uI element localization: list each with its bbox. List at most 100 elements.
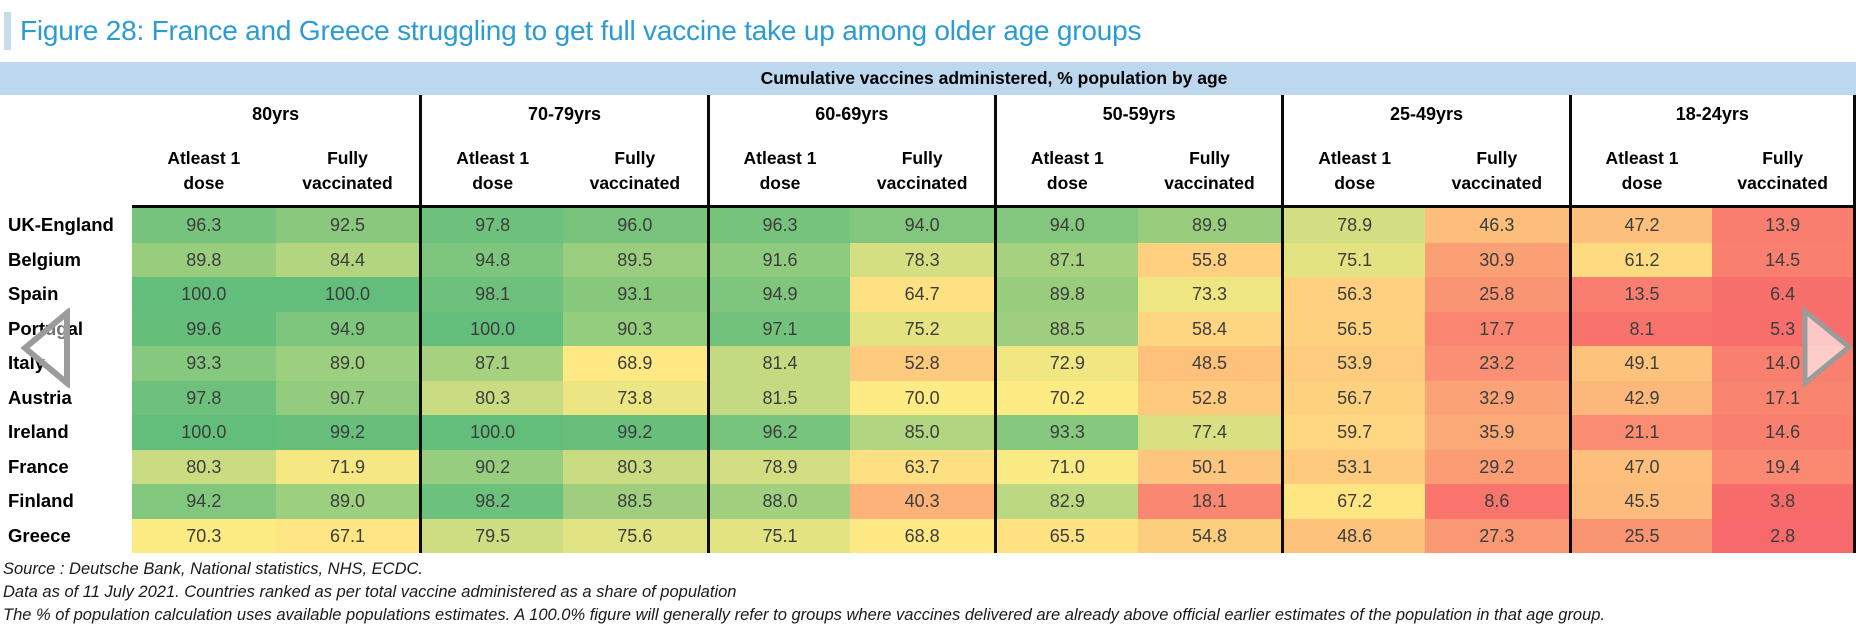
subheader-line: Atleast 1 <box>1030 148 1104 168</box>
subheader-line: Fully <box>1189 148 1230 168</box>
heatmap-cell: 79.5 <box>419 518 563 553</box>
heatmap-cell: 94.2 <box>132 484 276 519</box>
heatmap-cell: 89.8 <box>994 277 1138 312</box>
heatmap-cell: 21.1 <box>1568 415 1713 450</box>
figure-title-row: Figure 28: France and Greece struggling … <box>0 0 1856 62</box>
heatmap-cell: 96.2 <box>706 415 851 450</box>
subheader-fully-vaccinated: Fully vaccinated <box>275 129 420 208</box>
subheader-atleast-1-dose: Atleast 1 dose <box>419 129 563 208</box>
country-label: Belgium <box>0 242 132 277</box>
heatmap-cell: 54.8 <box>1137 518 1282 553</box>
heatmap-cell: 46.3 <box>1425 208 1569 243</box>
heatmap-cell: 71.0 <box>994 449 1138 484</box>
heatmap-cell: 75.2 <box>850 311 994 346</box>
heatmap-cell: 90.2 <box>419 449 563 484</box>
data-date-note: Data as of 11 July 2021. Countries ranke… <box>3 583 737 601</box>
heatmap-cell: 91.6 <box>706 242 851 277</box>
heatmap-cell: 87.1 <box>994 242 1138 277</box>
heatmap-cell: 67.2 <box>1281 484 1425 519</box>
heatmap-cell: 40.3 <box>850 484 994 519</box>
heatmap-cell: 68.8 <box>850 518 994 553</box>
age-group-header: 50-59yrs <box>994 95 1281 129</box>
heatmap-cell: 48.5 <box>1137 346 1282 381</box>
heatmap-cell: 94.0 <box>994 208 1138 243</box>
heatmap-cell: 49.1 <box>1568 346 1713 381</box>
heatmap-cell: 56.7 <box>1281 380 1425 415</box>
heatmap-cell: 85.0 <box>850 415 994 450</box>
heatmap-cell: 94.8 <box>419 242 563 277</box>
heatmap-cell: 13.9 <box>1712 208 1856 243</box>
heatmap-cell: 45.5 <box>1568 484 1713 519</box>
heatmap-cell: 68.9 <box>563 346 707 381</box>
heatmap-cell: 14.6 <box>1712 415 1856 450</box>
age-group-header: 80yrs <box>252 104 300 124</box>
subheader-line: dose <box>472 173 514 193</box>
subheader-line: dose <box>1334 173 1376 193</box>
methodology-note: The % of population calculation uses ava… <box>3 606 1606 624</box>
heatmap-cell: 81.5 <box>706 380 851 415</box>
heatmap-cell: 75.6 <box>563 518 707 553</box>
heatmap-cell: 96.3 <box>706 208 851 243</box>
heatmap-cell: 71.9 <box>275 449 420 484</box>
heatmap-cell: 8.1 <box>1568 311 1713 346</box>
heatmap-cell: 87.1 <box>419 346 563 381</box>
heatmap-cell: 75.1 <box>706 518 851 553</box>
subheader-corner <box>0 129 132 208</box>
heatmap-cell: 53.9 <box>1281 346 1425 381</box>
heatmap-cell: 80.3 <box>132 449 276 484</box>
subheader-line: vaccinated <box>1737 173 1828 193</box>
heatmap-cell: 65.5 <box>994 518 1138 553</box>
subheader-fully-vaccinated: Fully vaccinated <box>1712 129 1856 208</box>
heatmap-cell: 100.0 <box>132 415 276 450</box>
heatmap-cell: 42.9 <box>1568 380 1713 415</box>
heatmap-cell: 50.1 <box>1137 449 1282 484</box>
subheader-atleast-1-dose: Atleast 1 dose <box>994 129 1138 208</box>
country-label: France <box>0 449 132 484</box>
heatmap-cell: 100.0 <box>419 311 563 346</box>
subheader-line: vaccinated <box>589 173 681 193</box>
heatmap-cell: 93.1 <box>563 277 707 312</box>
subheader-fully-vaccinated: Fully vaccinated <box>850 129 994 208</box>
heatmap-cell: 92.5 <box>275 208 420 243</box>
heatmap-cell: 18.1 <box>1137 484 1282 519</box>
age-group-header: 60-69yrs <box>706 95 994 129</box>
heatmap-cell: 30.9 <box>1425 242 1569 277</box>
heatmap-cell: 78.9 <box>1281 208 1425 243</box>
heatmap-cell: 88.0 <box>706 484 851 519</box>
title-accent-bar <box>4 12 11 50</box>
heatmap-cell: 93.3 <box>132 346 276 381</box>
subheader-line: Atleast 1 <box>1318 148 1392 168</box>
heatmap-cell: 59.7 <box>1281 415 1425 450</box>
age-group-header: 25-49yrs <box>1281 95 1568 129</box>
subheader-fully-vaccinated: Fully vaccinated <box>563 129 707 208</box>
heatmap-cell: 99.2 <box>563 415 707 450</box>
subheader-atleast-1-dose: Atleast 1 dose <box>132 129 276 208</box>
subheader-line: vaccinated <box>302 173 393 193</box>
subheader-line: Fully <box>1476 148 1518 168</box>
heatmap-cell: 100.0 <box>275 277 420 312</box>
heatmap-cell: 52.8 <box>850 346 994 381</box>
subheader-line: Atleast 1 <box>456 148 530 168</box>
heatmap-cell: 29.2 <box>1425 449 1569 484</box>
heatmap-cell: 27.3 <box>1425 518 1569 553</box>
subheader-line: dose <box>759 173 801 193</box>
heatmap-cell: 64.7 <box>850 277 994 312</box>
heatmap-cell: 96.3 <box>132 208 276 243</box>
subheader-line: Fully <box>901 148 943 168</box>
heatmap-cell: 75.1 <box>1281 242 1425 277</box>
heatmap-cell: 88.5 <box>994 311 1138 346</box>
heatmap-cell: 17.1 <box>1712 380 1856 415</box>
age-group-header: 18-24yrs <box>1568 95 1856 129</box>
heatmap-cell: 90.3 <box>563 311 707 346</box>
heatmap-cell: 23.2 <box>1425 346 1569 381</box>
age-group-header: 70-79yrs <box>419 95 706 129</box>
heatmap-cell: 56.5 <box>1281 311 1425 346</box>
carousel-prev-icon[interactable] <box>20 308 72 388</box>
heatmap-cell: 6.4 <box>1712 277 1856 312</box>
subheader-line: dose <box>1046 173 1088 193</box>
heatmap-cell: 56.3 <box>1281 277 1425 312</box>
carousel-next-icon[interactable] <box>1798 306 1854 388</box>
subheader-fully-vaccinated: Fully vaccinated <box>1137 129 1282 208</box>
heatmap-cell: 48.6 <box>1281 518 1425 553</box>
subheader-line: vaccinated <box>1164 173 1255 193</box>
